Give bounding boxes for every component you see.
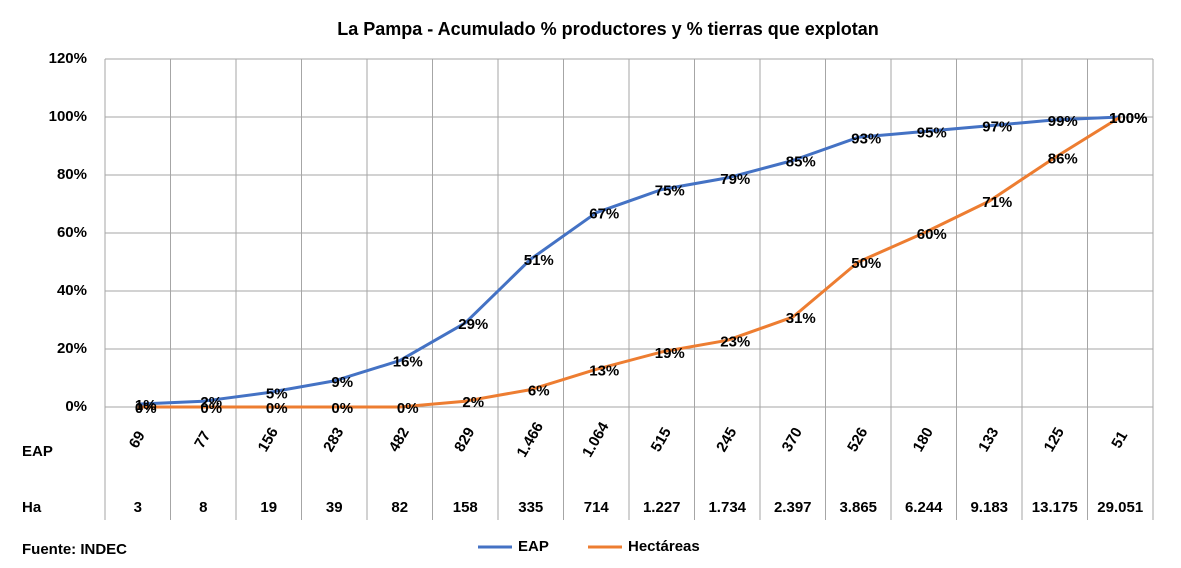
table-cell: 13.175 xyxy=(1032,499,1078,516)
data-label: 95% xyxy=(917,124,947,141)
table-cell: 180 xyxy=(910,425,937,455)
data-label: 6% xyxy=(528,383,550,400)
table-cell: 370 xyxy=(779,425,806,455)
data-label: 19% xyxy=(655,345,685,362)
data-label: 23% xyxy=(720,333,750,350)
data-label: 97% xyxy=(982,119,1012,136)
table-row-label: EAP xyxy=(22,443,53,460)
y-tick-label: 100% xyxy=(49,108,87,125)
table-cell: 1.466 xyxy=(514,419,547,460)
table-cell: 133 xyxy=(975,425,1002,455)
data-label: 9% xyxy=(331,374,353,391)
data-label: 0% xyxy=(135,400,157,417)
source-note: Fuente: INDEC xyxy=(22,541,127,558)
data-label: 0% xyxy=(397,400,419,417)
legend-label: Hectáreas xyxy=(628,538,700,555)
data-label: 85% xyxy=(786,153,816,170)
table-cell: 29.051 xyxy=(1097,499,1143,516)
table-cell: 482 xyxy=(386,425,413,455)
table-cell: 3.865 xyxy=(839,499,877,516)
table-cell: 2.397 xyxy=(774,499,812,516)
table-cell: 6.244 xyxy=(905,499,943,516)
data-label: 86% xyxy=(1048,151,1078,168)
table-cell: 3 xyxy=(134,499,142,516)
data-label: 100% xyxy=(1109,110,1147,127)
table-cell: 158 xyxy=(453,499,478,516)
legend-label: EAP xyxy=(518,538,549,555)
table-cell: 77 xyxy=(191,428,214,451)
table-cell: 51 xyxy=(1108,428,1131,451)
table-cell: 39 xyxy=(326,499,343,516)
data-label: 2% xyxy=(200,394,222,411)
data-label: 93% xyxy=(851,130,881,147)
table-row-label: Ha xyxy=(22,499,42,516)
data-label: 67% xyxy=(589,206,619,223)
data-label: 16% xyxy=(393,354,423,371)
table-cell: 283 xyxy=(320,425,347,455)
data-label: 29% xyxy=(458,316,488,333)
table-cell: 1.227 xyxy=(643,499,681,516)
table-cell: 125 xyxy=(1041,425,1068,455)
table-cell: 69 xyxy=(126,428,149,451)
data-label: 51% xyxy=(524,252,554,269)
y-tick-label: 0% xyxy=(65,398,87,415)
table-cell: 829 xyxy=(451,425,478,455)
y-tick-label: 120% xyxy=(49,50,87,67)
data-label: 100% xyxy=(1109,110,1147,127)
data-label: 2% xyxy=(462,394,484,411)
data-label: 50% xyxy=(851,255,881,272)
data-label: 0% xyxy=(200,400,222,417)
table-cell: 82 xyxy=(391,499,408,516)
table-cell: 714 xyxy=(584,499,610,516)
data-label: 60% xyxy=(917,226,947,243)
data-label: 0% xyxy=(266,400,288,417)
data-label: 1% xyxy=(135,397,157,414)
table-cell: 19 xyxy=(260,499,277,516)
series-line xyxy=(137,115,1121,406)
series-line xyxy=(137,115,1122,409)
y-tick-label: 40% xyxy=(57,282,87,299)
data-label: 75% xyxy=(655,182,685,199)
table-cell: 156 xyxy=(255,425,282,455)
data-label: 13% xyxy=(589,362,619,379)
data-label: 31% xyxy=(786,310,816,327)
table-cell: 515 xyxy=(648,425,675,455)
table-cell: 526 xyxy=(844,425,871,455)
table-cell: 335 xyxy=(518,499,543,516)
table-cell: 1.064 xyxy=(579,419,613,461)
y-tick-label: 80% xyxy=(57,166,87,183)
data-label: 71% xyxy=(982,194,1012,211)
table-cell: 1.734 xyxy=(708,499,746,516)
chart-title: La Pampa - Acumulado % productores y % t… xyxy=(337,19,878,39)
table-cell: 8 xyxy=(199,499,207,516)
data-label: 5% xyxy=(266,385,288,402)
table-cell: 9.183 xyxy=(970,499,1008,516)
y-tick-label: 20% xyxy=(57,340,87,357)
table-cell: 245 xyxy=(713,425,740,455)
data-label: 99% xyxy=(1048,113,1078,130)
data-label: 0% xyxy=(331,400,353,417)
data-label: 79% xyxy=(720,171,750,188)
y-tick-label: 60% xyxy=(57,224,87,241)
